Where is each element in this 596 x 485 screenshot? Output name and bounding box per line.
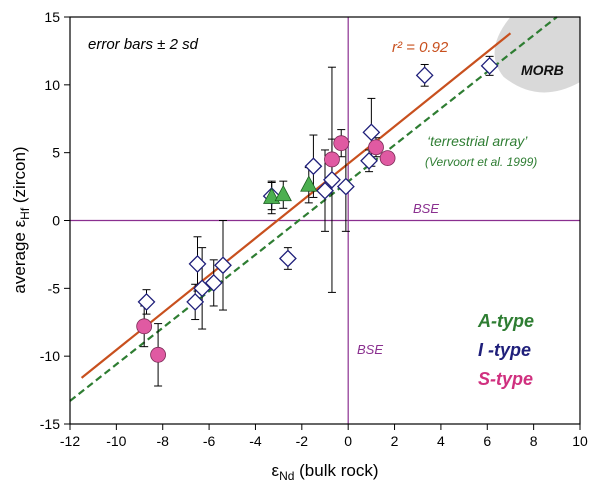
morb-label: MORB <box>521 62 564 78</box>
regression-line <box>80 32 512 379</box>
terrestrial-array-line <box>69 16 558 402</box>
y-tick-label: -10 <box>40 348 60 364</box>
i-type-point <box>188 254 207 273</box>
y-tick-label: -15 <box>40 416 60 432</box>
x-tick-label: -12 <box>60 433 80 449</box>
y-axis-label: average εHf (zircon) <box>10 146 32 293</box>
legend-a-type: A-type <box>477 311 534 331</box>
r-squared-label: r² = 0.92 <box>392 39 449 56</box>
s-type-point <box>324 151 340 168</box>
i-type-point <box>204 273 223 292</box>
s-type-point <box>333 135 350 152</box>
i-type-point <box>480 56 499 75</box>
terrestrial-array-reference: (Vervoort et al. 1999) <box>425 155 537 169</box>
bse-horizontal-label: BSE <box>413 201 439 216</box>
x-tick-label: 0 <box>344 433 352 449</box>
x-tick-label: -2 <box>296 433 309 449</box>
s-type-point <box>368 139 384 156</box>
x-tick-label: -6 <box>203 433 216 449</box>
x-tick-label: 10 <box>572 433 588 449</box>
a-type-point <box>300 175 318 192</box>
i-type-point <box>278 249 297 268</box>
i-type-point <box>214 256 232 275</box>
y-tick-label: 0 <box>52 213 60 229</box>
x-tick-label: 6 <box>483 433 491 449</box>
i-type-point <box>186 292 205 311</box>
error-bars-note: error bars ± 2 sd <box>88 36 199 53</box>
i-type-point <box>137 292 156 311</box>
x-axis-ticks: -12 -10 -8 -6 -4 -2 0 2 4 6 8 10 <box>60 424 588 449</box>
i-type-point <box>336 177 355 196</box>
a-type-point <box>274 184 292 202</box>
s-type-point <box>150 346 166 363</box>
x-tick-label: -4 <box>249 433 262 449</box>
y-tick-label: 5 <box>52 145 60 161</box>
y-tick-label: 15 <box>44 9 60 25</box>
data-markers <box>136 56 499 363</box>
i-type-point <box>323 170 341 189</box>
i-type-point <box>362 123 381 142</box>
s-type-point <box>379 150 396 166</box>
x-tick-label: -10 <box>106 433 126 449</box>
i-type-point <box>193 279 212 298</box>
y-tick-label: -5 <box>48 280 61 296</box>
x-tick-label: -8 <box>157 433 170 449</box>
i-type-point <box>415 66 434 85</box>
x-tick-label: 2 <box>391 433 399 449</box>
x-axis-label: εNd (bulk rock) <box>271 461 378 483</box>
error-bars <box>140 55 494 387</box>
bse-vertical-label: BSE <box>357 342 383 357</box>
legend-s-type: S-type <box>478 369 533 389</box>
i-type-point <box>360 151 378 170</box>
morb-field <box>494 17 580 93</box>
y-axis-ticks: -15 -10 -5 0 5 10 15 <box>40 9 70 432</box>
s-type-point <box>136 318 153 335</box>
x-tick-label: 8 <box>530 433 538 449</box>
x-tick-label: 4 <box>437 433 445 449</box>
i-type-point <box>316 181 334 200</box>
i-type-point <box>304 157 323 176</box>
y-tick-label: 10 <box>44 77 60 93</box>
legend-i-type: I -type <box>478 340 531 360</box>
terrestrial-array-label: ‘terrestrial array’ <box>427 133 528 149</box>
